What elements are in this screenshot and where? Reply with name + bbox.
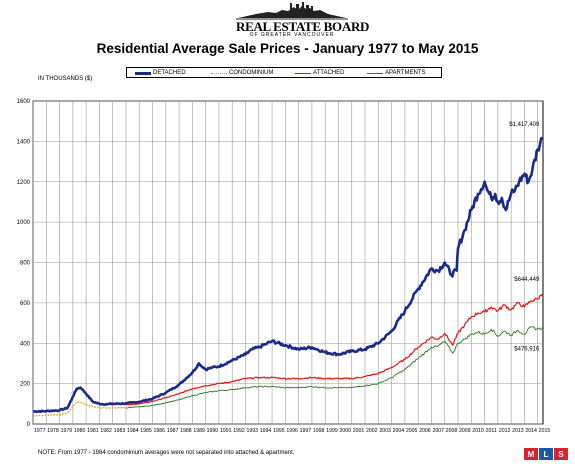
x-tick-label: 1994 bbox=[260, 428, 272, 434]
x-tick-label: 1986 bbox=[154, 428, 166, 434]
x-tick-label: 1978 bbox=[47, 428, 59, 434]
legend-item-condominium: CONDOMINIUM bbox=[211, 69, 273, 77]
mls-letter-s: S bbox=[558, 450, 564, 459]
x-tick-label: 2003 bbox=[379, 428, 391, 434]
logo-subtext: OF GREATER VANCOUVER bbox=[249, 32, 335, 38]
x-tick-label: 1981 bbox=[87, 428, 99, 434]
legend-item-apartments: APARTMENTS bbox=[367, 69, 425, 77]
y-tick-label: 0 bbox=[27, 422, 31, 428]
x-tick-label: 1988 bbox=[180, 428, 192, 434]
x-tick-label: 2013 bbox=[512, 428, 524, 434]
legend-label-apartments: APARTMENTS bbox=[385, 70, 426, 76]
legend-label-condominium: CONDOMINIUM bbox=[229, 70, 274, 76]
x-tick-label: 2010 bbox=[472, 428, 484, 434]
mls-logo-icon: M L S bbox=[524, 448, 568, 460]
mls-letter-l: L bbox=[544, 450, 549, 459]
x-tick-label: 2012 bbox=[499, 428, 511, 434]
x-tick-label: 1979 bbox=[61, 428, 73, 434]
x-tick-label: 1993 bbox=[247, 428, 259, 434]
y-tick-label: 800 bbox=[20, 261, 31, 267]
y-tick-label: 1400 bbox=[17, 139, 31, 145]
x-tick-label: 1982 bbox=[100, 428, 112, 434]
x-tick-label: 2014 bbox=[525, 428, 537, 434]
legend-item-detached: DETACHED bbox=[135, 69, 186, 77]
series-line-attached bbox=[125, 293, 543, 406]
city-skyline-icon bbox=[236, 2, 348, 20]
logo-text: REAL ESTATE BOARD bbox=[236, 19, 370, 34]
y-tick-label: 1000 bbox=[17, 220, 31, 226]
x-tick-label: 2000 bbox=[339, 428, 351, 434]
legend-item-attached: ATTACHED bbox=[295, 69, 344, 77]
x-tick-label: 1996 bbox=[286, 428, 298, 434]
x-tick-label: 2008 bbox=[446, 428, 458, 434]
y-tick-label: 1600 bbox=[17, 99, 31, 105]
x-tick-label: 1989 bbox=[193, 428, 205, 434]
chart-title: Residential Average Sale Prices - Januar… bbox=[96, 41, 479, 56]
x-tick-label: 2007 bbox=[432, 428, 444, 434]
x-tick-label: 2015 bbox=[539, 428, 551, 434]
series-line-detached bbox=[32, 136, 543, 414]
x-tick-label: 1977 bbox=[34, 428, 46, 434]
x-tick-label: 1999 bbox=[326, 428, 338, 434]
x-tick-label: 2005 bbox=[406, 428, 418, 434]
x-tick-label: 1987 bbox=[167, 428, 179, 434]
y-tick-label: 400 bbox=[20, 341, 31, 347]
legend-swatch-detached bbox=[135, 71, 151, 75]
x-tick-label: 2004 bbox=[393, 428, 405, 434]
x-tick-label: 1983 bbox=[114, 428, 126, 434]
legend-swatch-attached bbox=[295, 72, 311, 74]
x-tick-label: 2001 bbox=[353, 428, 365, 434]
series-line-apartments bbox=[125, 326, 543, 409]
data-label-detached: $1,417,409 bbox=[509, 122, 540, 128]
x-tick-label: 2011 bbox=[486, 428, 497, 434]
x-tick-label: 1997 bbox=[300, 428, 312, 434]
reb-logo: REAL ESTATE BOARD OF GREATER VANCOUVER bbox=[236, 2, 370, 40]
x-tick-label: 2002 bbox=[366, 428, 378, 434]
x-tick-label: 1995 bbox=[273, 428, 285, 434]
x-tick-label: 1985 bbox=[140, 428, 152, 434]
data-label-apartments: $476,916 bbox=[514, 347, 540, 353]
y-tick-label: 1200 bbox=[17, 180, 31, 186]
x-tick-label: 1980 bbox=[74, 428, 86, 434]
legend-label-detached: DETACHED bbox=[153, 70, 186, 76]
legend-label-attached: ATTACHED bbox=[313, 70, 345, 76]
x-tick-label: 1991 bbox=[220, 428, 232, 434]
x-tick-label: 1984 bbox=[127, 428, 139, 434]
y-unit-label: IN THOUSANDS ($) bbox=[38, 76, 93, 82]
x-tick-label: 2006 bbox=[419, 428, 431, 434]
legend-swatch-condominium bbox=[211, 72, 227, 74]
mls-letter-m: M bbox=[528, 450, 535, 459]
footnote: NOTE: From 1977 - 1984 condominium avera… bbox=[38, 450, 295, 456]
legend-swatch-apartments bbox=[367, 72, 383, 74]
data-label-attached: $644,449 bbox=[514, 277, 540, 283]
series-line-condominium bbox=[32, 401, 127, 417]
x-tick-label: 1992 bbox=[233, 428, 245, 434]
x-tick-label: 1990 bbox=[207, 428, 219, 434]
x-tick-label: 2009 bbox=[459, 428, 471, 434]
y-tick-label: 600 bbox=[20, 301, 31, 307]
x-tick-label: 1998 bbox=[313, 428, 325, 434]
chart-legend: DETACHED CONDOMINIUM ATTACHED APARTMENTS bbox=[126, 67, 442, 78]
y-tick-label: 200 bbox=[20, 382, 31, 388]
